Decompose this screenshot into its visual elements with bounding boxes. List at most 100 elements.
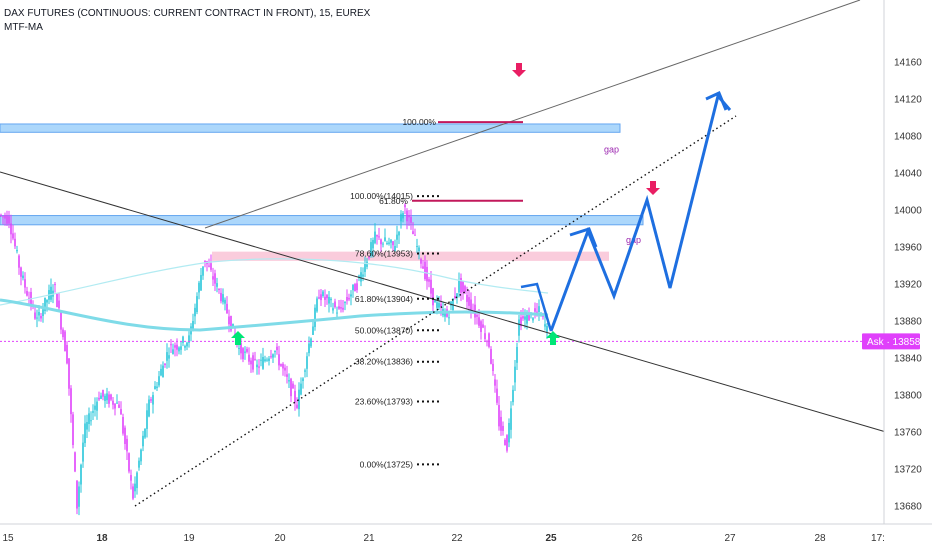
candle-body — [460, 278, 462, 293]
candle-body — [16, 249, 18, 252]
fib-level-label: 38.20%(13836) — [355, 357, 413, 367]
projection-path — [549, 92, 732, 332]
time-tick-label: 19 — [183, 533, 195, 544]
candle-body — [210, 263, 212, 270]
price-axis-background — [884, 0, 932, 550]
zone-label: gap — [604, 144, 619, 154]
candle-body — [244, 351, 246, 353]
candle-body — [218, 288, 220, 290]
candle-body — [226, 303, 228, 314]
candle-body — [76, 480, 78, 509]
candle-body — [232, 323, 234, 327]
candle-body — [392, 241, 394, 246]
candle-body — [34, 312, 36, 319]
candle-body — [326, 294, 328, 299]
ma-line-fast — [0, 298, 549, 332]
time-tick-label: 25 — [545, 533, 557, 544]
candle-body — [436, 302, 438, 308]
candle-body — [248, 354, 250, 362]
projection-arrowhead — [705, 90, 728, 111]
candle-body — [464, 286, 466, 292]
candle-body — [264, 359, 266, 362]
candle-body — [378, 236, 380, 238]
candle-body — [512, 389, 514, 403]
candle-body — [60, 312, 62, 330]
candle-body — [70, 388, 72, 415]
chart-title: DAX FUTURES (CONTINUOUS: CURRENT CONTRAC… — [4, 8, 371, 19]
candle-body — [182, 336, 184, 343]
candle-body — [356, 283, 358, 291]
candle-body — [240, 342, 242, 354]
candle-body — [94, 405, 96, 410]
candle-body — [22, 275, 24, 279]
candle-body — [422, 266, 424, 269]
candle-body — [108, 394, 110, 404]
candle-body — [160, 368, 162, 376]
candle-body — [92, 411, 94, 413]
candle-body — [278, 354, 280, 366]
price-tick-label: 13800 — [894, 391, 922, 402]
candle-body — [500, 416, 502, 431]
candle-body — [366, 261, 368, 267]
candle-body — [276, 346, 278, 351]
candle-body — [24, 279, 26, 288]
candle-body — [266, 359, 268, 361]
candle-body — [482, 324, 484, 328]
candle-body — [332, 308, 334, 311]
candle-body — [348, 297, 350, 300]
candle-body — [178, 347, 180, 352]
candle-body — [456, 293, 458, 298]
candle-body — [372, 239, 374, 249]
candle-body — [466, 294, 468, 302]
candle-body — [514, 366, 516, 383]
candle-body — [544, 324, 546, 327]
price-tick-label: 13960 — [894, 243, 922, 254]
candle-body — [156, 386, 158, 389]
candle-body — [418, 247, 420, 252]
price-tick-label: 13840 — [894, 354, 922, 365]
ascending-channel-line — [204, 0, 861, 229]
candle-body — [192, 321, 194, 330]
time-tick-label: 18 — [96, 533, 108, 544]
supply-zone — [0, 123, 621, 133]
candle-body — [354, 284, 356, 292]
candle-body — [526, 313, 528, 324]
candle-body — [448, 317, 450, 319]
fib-level-label: 61.80%(13904) — [355, 294, 413, 304]
candle-body — [250, 360, 252, 365]
candle-body — [174, 345, 176, 348]
candle-body — [444, 313, 446, 317]
candle-body — [370, 242, 372, 257]
candle-body — [86, 421, 88, 430]
candle-body — [286, 374, 288, 377]
candle-body — [410, 216, 412, 223]
candle-body — [484, 333, 486, 340]
candle-body — [114, 403, 116, 409]
candle-body — [324, 296, 326, 300]
trend-lines — [0, 0, 887, 507]
dotted-support-line — [134, 115, 737, 507]
candle-body — [384, 237, 386, 242]
projection-start — [520, 282, 553, 332]
candle-body — [166, 352, 168, 361]
candle-body — [194, 307, 196, 317]
candle-body — [428, 279, 430, 282]
candle-body — [380, 239, 382, 245]
candle-body — [188, 335, 190, 343]
candle-body — [518, 319, 520, 336]
candle-body — [98, 397, 100, 400]
time-tick-label: 26 — [631, 533, 643, 544]
candle-body — [374, 231, 376, 244]
candle-body — [124, 427, 126, 444]
candle-body — [136, 472, 138, 489]
candle-body — [2, 216, 4, 218]
candle-body — [414, 234, 416, 236]
candle-body — [0, 214, 2, 216]
candle-body — [300, 383, 302, 395]
candle-body — [440, 303, 442, 307]
candle-body — [486, 341, 488, 343]
candle-body — [304, 370, 306, 372]
